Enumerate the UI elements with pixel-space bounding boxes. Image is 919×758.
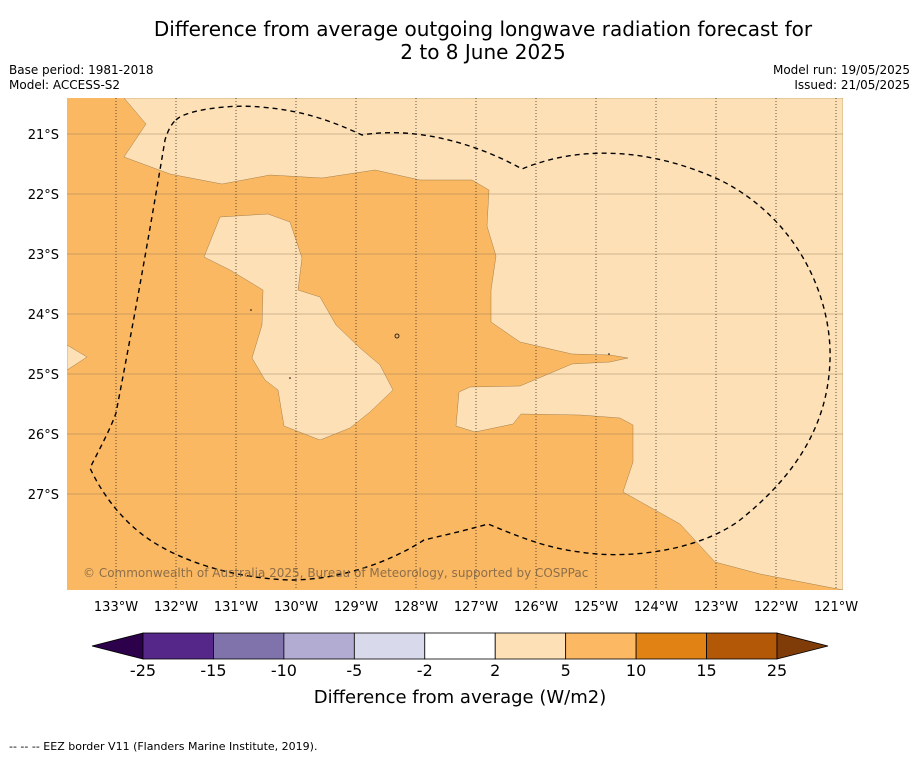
lon-label-125w: 125°W — [574, 600, 618, 615]
lon-label-133w: 133°W — [94, 600, 138, 615]
lon-label-130w: 130°W — [274, 600, 318, 615]
region-2-to-5-pocket — [203, 213, 394, 441]
model-name: Model: ACCESS-S2 — [9, 78, 121, 92]
colorbar: -25 -15 -10 -5 -2 2 5 10 15 25 Difference from av… — [91, 632, 829, 708]
colorbar-bin — [283, 632, 355, 660]
island-marker — [608, 353, 610, 355]
lon-label-122w: 122°W — [754, 600, 798, 615]
colorbar-bin — [142, 632, 214, 660]
meta-right: Model run: 19/05/2025 Issued: 21/05/2025 — [773, 63, 910, 93]
colorbar-bin — [494, 632, 567, 660]
colorbar-bin — [353, 632, 426, 660]
colorbar-tick-label: 10 — [626, 661, 646, 680]
title-line-2: 2 to 8 June 2025 — [400, 40, 566, 64]
region-2-to-5-main — [123, 98, 843, 590]
copyright-watermark: © Commonwealth of Australia 2025, Bureau… — [83, 566, 588, 580]
colorbar-bin — [213, 632, 285, 660]
eez-footnote: -- -- -- EEZ border V11 (Flanders Marine… — [9, 740, 318, 753]
colorbar-bin — [635, 632, 707, 660]
issued-date: Issued: 21/05/2025 — [794, 78, 910, 92]
lon-label-127w: 127°W — [454, 600, 498, 615]
map-panel: © Commonwealth of Australia 2025, Bureau… — [67, 98, 843, 590]
colorbar-bin — [706, 632, 778, 660]
colorbar-tick-labels: -25 -15 -10 -5 -2 2 5 10 15 25 — [130, 661, 787, 680]
lon-label-124w: 124°W — [634, 600, 678, 615]
lat-label-21s: 21°S — [28, 128, 59, 143]
eez-border — [89, 105, 831, 581]
lon-label-131w: 131°W — [214, 600, 258, 615]
lon-label-128w: 128°W — [394, 600, 438, 615]
lat-label-25s: 25°S — [28, 368, 59, 383]
colorbar-label: Difference from average (W/m2) — [314, 687, 606, 708]
lat-label-26s: 26°S — [28, 428, 59, 443]
lon-label-123w: 123°W — [694, 600, 738, 615]
lon-label-126w: 126°W — [514, 600, 558, 615]
colorbar-tick-label: -10 — [271, 661, 297, 680]
island-marker — [250, 309, 252, 311]
meta-left: Base period: 1981-2018 Model: ACCESS-S2 — [9, 63, 154, 93]
colorbar-tick-label: -5 — [346, 661, 362, 680]
title-line-1: Difference from average outgoing longwav… — [153, 17, 813, 41]
lat-label-27s: 27°S — [28, 488, 59, 503]
region-2-to-5-west-patch — [67, 344, 88, 371]
lon-label-129w: 129°W — [334, 600, 378, 615]
colorbar-tick-label: -15 — [200, 661, 226, 680]
model-run: Model run: 19/05/2025 — [772, 63, 910, 77]
island-marker — [289, 377, 291, 379]
colorbar-bin — [565, 632, 637, 660]
graticule-longitude — [115, 98, 837, 590]
colorbar-tick-label: -2 — [417, 661, 433, 680]
lat-label-23s: 23°S — [28, 248, 59, 263]
longitude-labels: 133°W 132°W 131°W 130°W 129°W 128°W 127°… — [94, 600, 858, 615]
map-title: Difference from average outgoing longwav… — [0, 18, 919, 64]
colorbar-tick-label: 5 — [561, 661, 571, 680]
colorbar-under-arrow — [91, 632, 144, 660]
lat-label-22s: 22°S — [28, 188, 59, 203]
lat-label-24s: 24°S — [28, 308, 59, 323]
colorbar-bins — [142, 632, 778, 660]
island-marker — [394, 333, 400, 339]
colorbar-tick-label: -25 — [130, 661, 156, 680]
colorbar-tick-label: 25 — [767, 661, 787, 680]
colorbar-tick-label: 15 — [696, 661, 716, 680]
lon-label-132w: 132°W — [154, 600, 198, 615]
base-period: Base period: 1981-2018 — [9, 63, 154, 77]
colorbar-tick-label: 2 — [490, 661, 500, 680]
colorbar-over-arrow — [776, 632, 829, 660]
colorbar-bin — [424, 632, 496, 660]
graticule-latitude — [67, 133, 843, 495]
lon-label-121w: 121°W — [814, 600, 858, 615]
latitude-labels: 21°S 22°S 23°S 24°S 25°S 26°S 27°S — [28, 128, 59, 503]
